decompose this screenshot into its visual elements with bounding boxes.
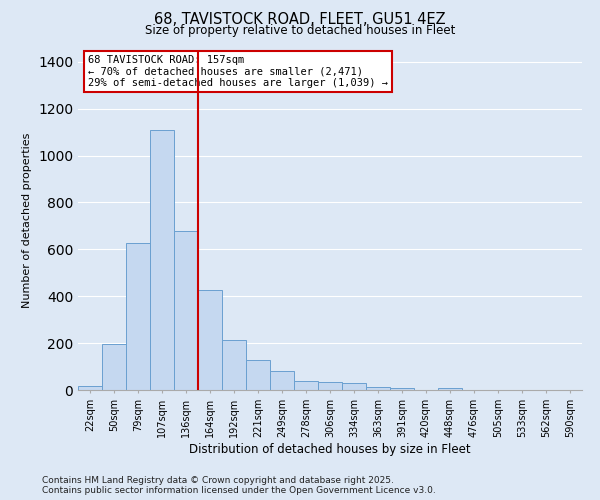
Bar (126, 244, 150, 390)
Bar (390, 388, 414, 390)
Bar (366, 386, 390, 390)
X-axis label: Distribution of detached houses by size in Fleet: Distribution of detached houses by size … (189, 442, 471, 456)
Text: Size of property relative to detached houses in Fleet: Size of property relative to detached ho… (145, 24, 455, 37)
Bar (270, 371, 294, 390)
Bar (174, 230, 198, 390)
Bar (438, 388, 462, 390)
Text: 68, TAVISTOCK ROAD, FLEET, GU51 4EZ: 68, TAVISTOCK ROAD, FLEET, GU51 4EZ (154, 12, 446, 28)
Text: Contains HM Land Registry data © Crown copyright and database right 2025.
Contai: Contains HM Land Registry data © Crown c… (42, 476, 436, 495)
Bar (222, 340, 246, 390)
Y-axis label: Number of detached properties: Number of detached properties (22, 132, 32, 308)
Bar (318, 382, 342, 390)
Bar (102, 344, 126, 390)
Bar (150, 130, 174, 390)
Text: 68 TAVISTOCK ROAD: 157sqm
← 70% of detached houses are smaller (2,471)
29% of se: 68 TAVISTOCK ROAD: 157sqm ← 70% of detac… (88, 55, 388, 88)
Bar (294, 382, 318, 390)
Bar (246, 360, 270, 390)
Bar (78, 386, 102, 390)
Bar (342, 384, 366, 390)
Bar (198, 290, 222, 390)
